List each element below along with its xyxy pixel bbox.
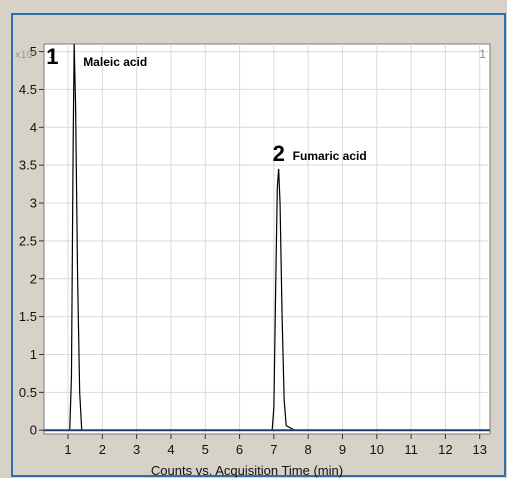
corner-label-left: 1 xyxy=(48,47,55,61)
x-axis-label: Counts vs. Acquisition Time (min) xyxy=(151,463,343,478)
peak-name-label: Maleic acid xyxy=(83,55,147,69)
y-tick-label: 5 xyxy=(30,44,37,59)
y-tick-label: 4.5 xyxy=(19,82,37,97)
y-exponent-label: x10⁵ xyxy=(15,49,37,61)
y-tick-label: 1.5 xyxy=(19,309,37,324)
x-tick-label: 3 xyxy=(133,442,140,457)
x-tick-label: 2 xyxy=(99,442,106,457)
window-border xyxy=(11,13,506,477)
x-tick-label: 11 xyxy=(404,442,418,457)
x-tick-label: 4 xyxy=(167,442,174,457)
x-tick-label: 6 xyxy=(236,442,243,457)
y-tick-label: 2.5 xyxy=(19,233,37,248)
y-tick-label: 0.5 xyxy=(19,385,37,400)
y-tick-label: 1 xyxy=(30,347,37,362)
peak-number-label: 2 xyxy=(273,141,285,166)
series-line xyxy=(44,43,490,431)
x-tick-label: 1 xyxy=(64,442,71,457)
plot-area xyxy=(43,43,491,435)
y-tick-label: 3 xyxy=(30,196,37,211)
x-tick-label: 12 xyxy=(438,442,452,457)
axis-ticks: 1 2 3 4 5 6 7 8 9 10 11 12 1300.511.522.533.544.55x1… xyxy=(15,44,487,478)
x-tick-label: 7 xyxy=(270,442,277,457)
x-tick-label: 5 xyxy=(202,442,209,457)
y-tick-label: 2 xyxy=(30,271,37,286)
grid-lines xyxy=(44,44,490,434)
corner-label-right: 1 xyxy=(479,47,486,61)
peak-name-label: Fumaric acid xyxy=(293,149,367,163)
y-tick-label: 0 xyxy=(30,423,37,438)
x-tick-label: 8 xyxy=(305,442,312,457)
y-tick-label: 4 xyxy=(30,120,37,135)
y-tick-label: 3.5 xyxy=(19,158,37,173)
series-layer xyxy=(44,43,490,432)
x-tick-label: 10 xyxy=(370,442,384,457)
peak-number-label: 1 xyxy=(46,44,58,69)
x-tick-label: 9 xyxy=(339,442,346,457)
x-tick-label: 13 xyxy=(472,442,486,457)
